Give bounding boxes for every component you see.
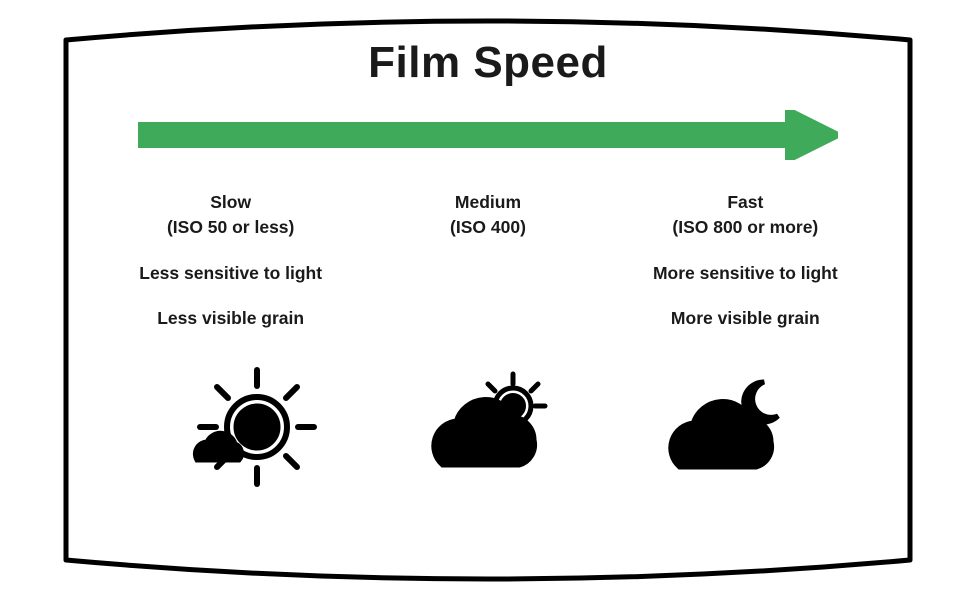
diagram-title: Film Speed — [90, 38, 886, 88]
slow-sensitivity: Less sensitive to light — [102, 261, 359, 286]
fast-iso-label: (ISO 800 or more) — [617, 215, 874, 240]
speed-columns: Slow (ISO 50 or less) Less sensitive to … — [90, 190, 886, 332]
column-fast: Fast (ISO 800 or more) More sensitive to… — [617, 190, 874, 332]
slow-iso-label: (ISO 50 or less) — [102, 215, 359, 240]
fast-grain: More visible grain — [617, 306, 874, 331]
cloud-sun-icon — [369, 364, 608, 494]
fast-speed-label: Fast — [617, 190, 874, 215]
slow-speed-label: Slow — [102, 190, 359, 215]
column-medium: Medium (ISO 400) — [359, 190, 616, 332]
column-slow: Slow (ISO 50 or less) Less sensitive to … — [102, 190, 359, 332]
slow-grain: Less visible grain — [102, 306, 359, 331]
weather-icons-row — [90, 364, 886, 494]
speed-arrow — [138, 110, 838, 160]
sun-cloud-icon — [130, 364, 369, 494]
medium-iso-label: (ISO 400) — [359, 215, 616, 240]
fast-sensitivity: More sensitive to light — [617, 261, 874, 286]
cloud-moon-icon — [607, 364, 846, 494]
medium-speed-label: Medium — [359, 190, 616, 215]
